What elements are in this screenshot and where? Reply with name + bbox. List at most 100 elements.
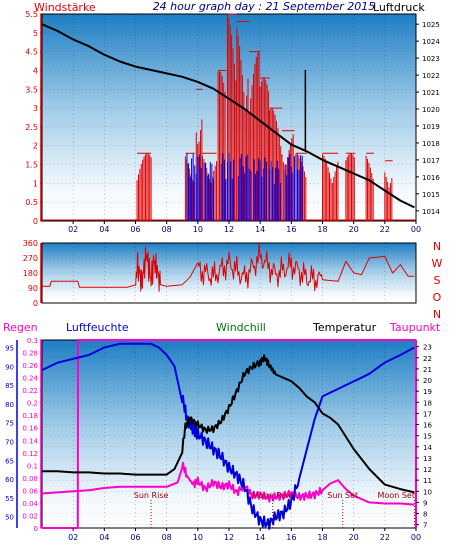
- rain-line: [42, 339, 415, 529]
- humidity-label: Luftfeuchte: [66, 321, 129, 334]
- time-tick-label: 04: [99, 533, 109, 542]
- wind-speed-tick-label: 5.5: [25, 10, 38, 19]
- wind-speed-tick-label: 1: [33, 179, 38, 188]
- time-tick-label: 18: [317, 225, 327, 234]
- time-tick-label: 06: [130, 533, 140, 542]
- annotation-label: Moon Set: [378, 491, 415, 500]
- temperature-tick-label: 22: [423, 355, 432, 363]
- temperature-tick-label: 13: [423, 455, 432, 463]
- direction-tick-label: 360: [23, 239, 38, 248]
- temperature-tick-label: 20: [423, 377, 432, 385]
- temperature-tick-label: 18: [423, 399, 432, 407]
- wind-speed-tick-label: 5: [33, 29, 38, 38]
- rain-tick-label: 0.26: [22, 362, 38, 370]
- humidity-tick-label: 80: [5, 401, 14, 409]
- rain-tick-label: 0.12: [22, 450, 38, 458]
- rain-tick-label: 0.18: [22, 412, 38, 420]
- annotation-label: Sun Set: [327, 491, 358, 500]
- temperature-tick-label: 16: [423, 422, 432, 430]
- wind-speed-tick-label: 4: [33, 66, 38, 75]
- temperature-tick-label: 8: [423, 511, 427, 519]
- pressure-tick-label: 1016: [422, 174, 440, 182]
- pressure-tick-label: 1017: [422, 157, 440, 165]
- time-tick-label: 00: [411, 225, 421, 234]
- humidity-tick-label: 70: [5, 439, 14, 447]
- wind-speed-tick-label: 4.5: [25, 48, 38, 57]
- humidity-tick-label: 55: [5, 495, 14, 503]
- time-tick-label: 14: [255, 225, 265, 234]
- wind-speed-tick-label: 2.5: [25, 123, 38, 132]
- time-tick-label: 14: [255, 533, 265, 542]
- pressure-tick-label: 1022: [422, 72, 440, 80]
- rain-tick-label: 0.04: [22, 500, 38, 508]
- direction-tick-label: 270: [23, 254, 38, 263]
- compass-label: O: [433, 291, 442, 304]
- direction-tick-label: 180: [23, 269, 38, 278]
- time-tick-label: 04: [99, 225, 109, 234]
- time-tick-label: 02: [68, 225, 78, 234]
- time-tick-label: 02: [68, 533, 78, 542]
- pressure-tick-label: 1018: [422, 140, 440, 148]
- wind-speed-tick-label: 0: [33, 217, 38, 226]
- wind-direction-line: [42, 243, 415, 292]
- temperature-tick-label: 9: [423, 499, 427, 507]
- temperature-tick-label: 23: [423, 344, 432, 352]
- temperature-tick-label: 14: [423, 444, 432, 452]
- temperature-tick-label: 7: [423, 522, 427, 530]
- pressure-tick-label: 1021: [422, 89, 440, 97]
- wind-label: Windstärke: [34, 1, 96, 14]
- humidity-tick-label: 65: [5, 457, 14, 465]
- compass-label: W: [432, 257, 443, 270]
- wind-speed-tick-label: 3: [33, 104, 38, 113]
- time-tick-label: 12: [224, 533, 234, 542]
- rain-tick-label: 0.24: [22, 375, 38, 383]
- rain-label: Regen: [3, 321, 38, 334]
- annotation-label: Sun Rise: [134, 491, 169, 500]
- rain-tick-label: 0.06: [22, 487, 38, 495]
- wind-speed-tick-label: 0.5: [25, 198, 38, 207]
- rain-tick-label: 0.3: [27, 337, 38, 345]
- temperature-tick-label: 10: [423, 488, 432, 496]
- graph-title: 24 hour graph day : 21 September 2015: [153, 0, 376, 13]
- temperature-tick-label: 11: [423, 477, 432, 485]
- temperature-tick-label: 17: [423, 410, 432, 418]
- wind-bars: [42, 13, 416, 221]
- direction-tick-label: 0: [33, 299, 38, 308]
- pressure-tick-label: 1024: [422, 38, 440, 46]
- pressure-tick-label: 1019: [422, 123, 440, 131]
- windchill-label: Windchill: [216, 321, 266, 334]
- pressure-tick-label: 1020: [422, 106, 440, 114]
- temperature-tick-label: 21: [423, 366, 432, 374]
- humidity-tick-label: 50: [5, 514, 14, 522]
- rain-tick-label: 0: [34, 525, 38, 533]
- compass-label: N: [433, 308, 441, 321]
- pressure-tick-label: 1014: [422, 208, 440, 216]
- time-tick-label: 22: [380, 225, 390, 234]
- dewpoint-line: [41, 461, 415, 506]
- humidity-tick-label: 60: [5, 476, 14, 484]
- rain-tick-label: 0.14: [22, 437, 38, 445]
- temperature-tick-label: 15: [423, 433, 432, 441]
- time-tick-label: 20: [349, 225, 359, 234]
- sun-moon-annotations: Sun Rise Moon Rise Sun Set Moon Set: [134, 491, 415, 528]
- rain-tick-label: 0.2: [27, 400, 38, 408]
- time-tick-label: 18: [317, 533, 327, 542]
- humidity-tick-label: 75: [5, 420, 14, 428]
- rain-tick-label: 0.22: [22, 387, 38, 395]
- humidity-tick-label: 85: [5, 382, 14, 390]
- rain-tick-label: 0.16: [22, 425, 38, 433]
- temperature-tick-label: 12: [423, 466, 432, 474]
- compass-label: N: [433, 240, 441, 253]
- time-tick-label: 16: [286, 225, 296, 234]
- rain-tick-label: 0.02: [22, 512, 38, 520]
- pressure-label: Luftdruck: [373, 1, 425, 14]
- temperature-label: Temperatur: [312, 321, 377, 334]
- time-tick-label: 16: [286, 533, 296, 542]
- pressure-tick-label: 1015: [422, 191, 440, 199]
- wind-direction-line: [42, 243, 415, 292]
- annotation-label: Moon Rise: [252, 491, 293, 500]
- pressure-lines: [41, 23, 415, 209]
- time-tick-label: 00: [411, 533, 421, 542]
